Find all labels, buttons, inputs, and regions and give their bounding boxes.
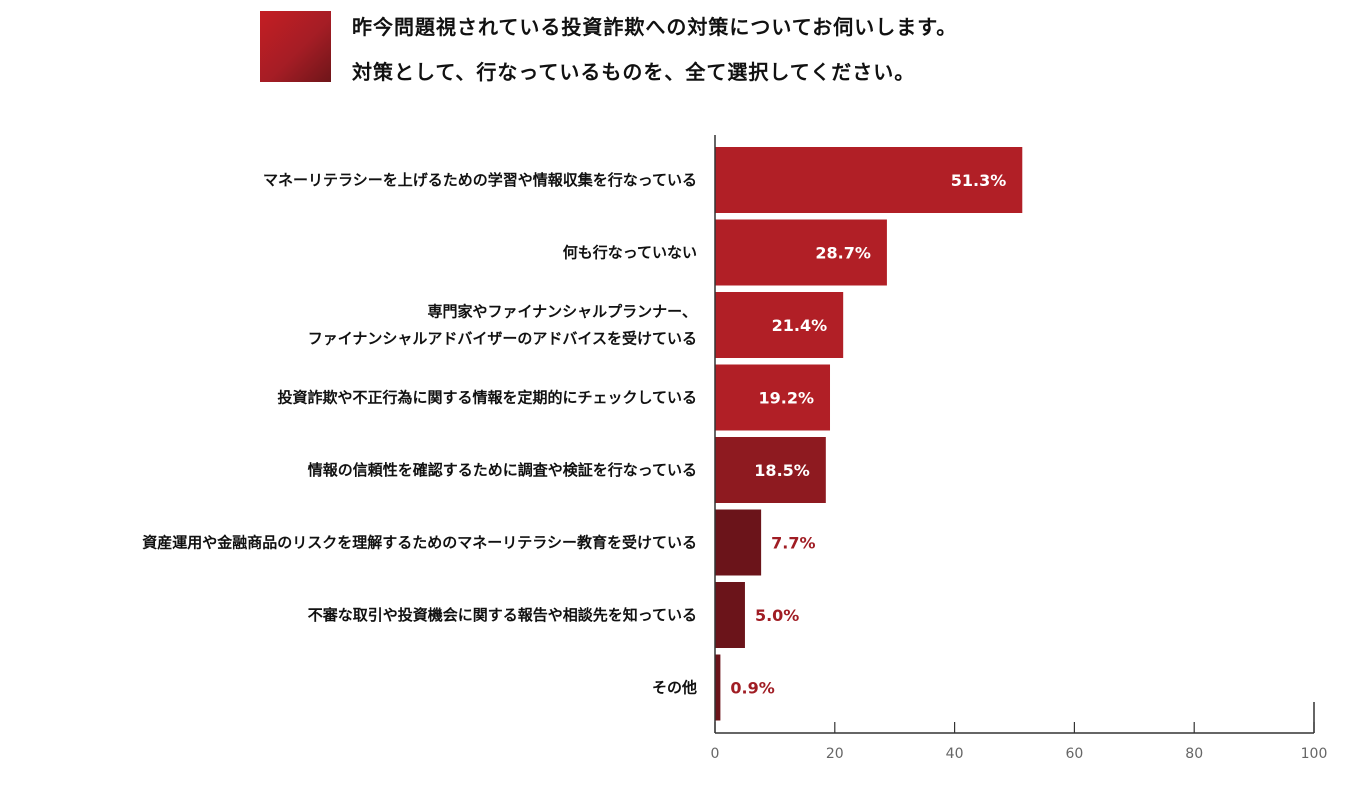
x-tick-label-3: 60 (1065, 746, 1083, 762)
bar-1 (715, 219, 887, 286)
value-label-7: 0.9% (730, 679, 774, 698)
x-tick-label-5: 100 (1301, 746, 1328, 762)
bar-7 (715, 654, 721, 721)
category-label-0: マネーリテラシーを上げるための学習や情報収集を行なっている (263, 171, 697, 189)
chart-title-line-2: 対策として、行なっているものを、全て選択してください。 (352, 60, 916, 84)
value-label-1: 28.7% (815, 244, 871, 263)
value-label-4: 18.5% (754, 461, 810, 480)
bar-4 (715, 437, 826, 503)
title-color-square (260, 11, 331, 82)
bar-0 (715, 147, 1023, 213)
value-label-5: 7.7% (771, 534, 815, 553)
bar-3 (715, 364, 831, 431)
x-tick-label-2: 40 (946, 746, 964, 762)
category-label-5: 資産運用や金融商品のリスクを理解するためのマネーリテラシー教育を受けている (142, 534, 697, 552)
value-label-0: 51.3% (951, 171, 1007, 190)
x-tick-label-4: 80 (1185, 746, 1203, 762)
axes-group: 0 20 40 60 80 100 (711, 135, 1328, 762)
category-label-7: その他 (652, 679, 697, 697)
bar-6 (715, 582, 745, 648)
bar-2 (715, 292, 844, 358)
value-label-6: 5.0% (755, 606, 799, 625)
category-label-4: 情報の信頼性を確認するために調査や検証を行なっている (308, 461, 697, 479)
category-label-2-line-1: ファイナンシャルアドバイザーのアドバイスを受けている (308, 330, 697, 348)
category-label-2-line-0: 専門家やファイナンシャルプランナー、 (427, 303, 697, 321)
x-tick-label-1: 20 (826, 746, 844, 762)
x-tick-label-0: 0 (711, 746, 720, 762)
bars-group (715, 147, 1023, 721)
chart-title-line-1: 昨今問題視されている投資詐欺への対策についてお伺いします。 (352, 15, 958, 39)
category-label-1: 何も行なっていない (563, 244, 697, 262)
category-label-6: 不審な取引や投資機会に関する報告や相談先を知っている (308, 606, 697, 624)
value-label-2: 21.4% (772, 316, 828, 335)
category-labels-group: マネーリテラシーを上げるための学習や情報収集を行なっている何も行なっていない専門… (142, 171, 697, 697)
bar-5 (715, 509, 762, 576)
value-labels-group: 51.3% 28.7% 21.4% 19.2% 18.5% 7.7% 5.0% 0.9% (730, 171, 1006, 698)
category-label-3: 投資詐欺や不正行為に関する情報を定期的にチェックしている (277, 389, 697, 407)
value-label-3: 19.2% (758, 389, 814, 408)
